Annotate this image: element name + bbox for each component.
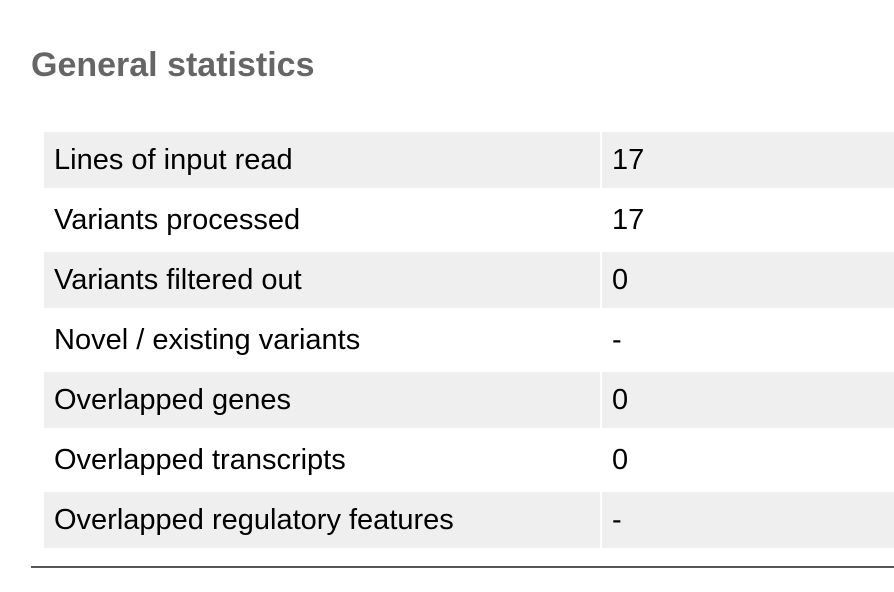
stat-label: Variants processed — [44, 192, 600, 248]
stat-label: Overlapped regulatory features — [44, 492, 600, 548]
stat-label: Variants filtered out — [44, 252, 600, 308]
section-divider — [31, 566, 894, 568]
stat-value: 0 — [602, 252, 894, 308]
stat-label: Overlapped genes — [44, 372, 600, 428]
stat-value: - — [602, 312, 894, 368]
table-row: Novel / existing variants - — [44, 312, 894, 368]
stat-label: Overlapped transcripts — [44, 432, 600, 488]
table-row: Overlapped regulatory features - — [44, 492, 894, 548]
table-row: Lines of input read 17 — [44, 132, 894, 188]
section-title: General statistics — [31, 46, 315, 84]
general-statistics-table: Lines of input read 17 Variants processe… — [42, 128, 894, 552]
table-row: Overlapped transcripts 0 — [44, 432, 894, 488]
table-row: Variants filtered out 0 — [44, 252, 894, 308]
table-row: Overlapped genes 0 — [44, 372, 894, 428]
stat-value: 17 — [602, 132, 894, 188]
stat-label: Lines of input read — [44, 132, 600, 188]
table-row: Variants processed 17 — [44, 192, 894, 248]
stat-value: 0 — [602, 372, 894, 428]
stat-label: Novel / existing variants — [44, 312, 600, 368]
stat-value: 0 — [602, 432, 894, 488]
stat-value: - — [602, 492, 894, 548]
stat-value: 17 — [602, 192, 894, 248]
